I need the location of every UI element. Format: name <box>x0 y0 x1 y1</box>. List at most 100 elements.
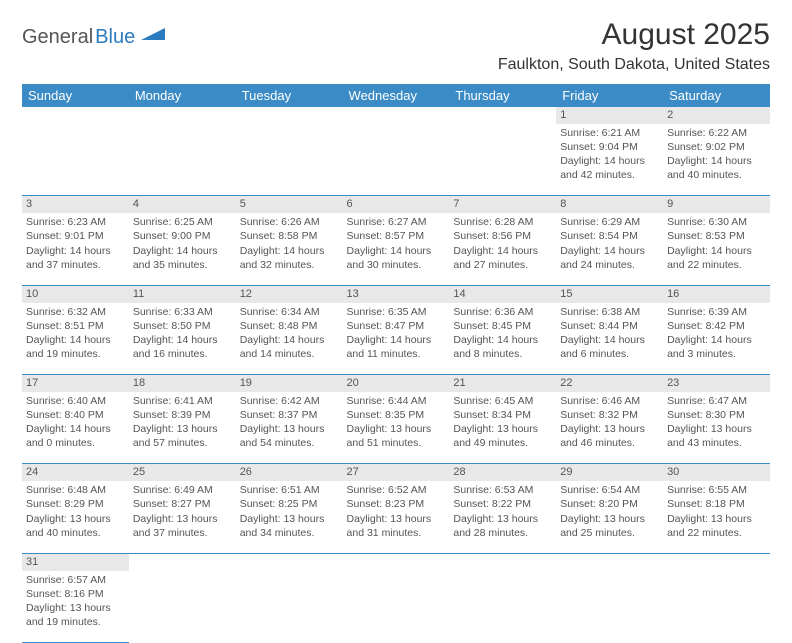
day-header: Friday <box>556 84 663 107</box>
day-number-cell: 16 <box>663 285 770 302</box>
day-number-row: 17181920212223 <box>22 375 770 392</box>
day-cell <box>129 124 236 196</box>
sunset-text: Sunset: 8:57 PM <box>347 229 446 243</box>
daylight-text: and 27 minutes. <box>453 258 552 272</box>
sunrise-text: Sunrise: 6:27 AM <box>347 215 446 229</box>
daylight-text: and 22 minutes. <box>667 526 766 540</box>
daylight-text: Daylight: 14 hours <box>240 333 339 347</box>
day-cell <box>236 571 343 643</box>
day-cell: Sunrise: 6:57 AMSunset: 8:16 PMDaylight:… <box>22 571 129 643</box>
day-cell <box>343 124 450 196</box>
daylight-text: and 34 minutes. <box>240 526 339 540</box>
day-content-row: Sunrise: 6:21 AMSunset: 9:04 PMDaylight:… <box>22 124 770 196</box>
sunset-text: Sunset: 8:30 PM <box>667 408 766 422</box>
sunrise-text: Sunrise: 6:23 AM <box>26 215 125 229</box>
sunset-text: Sunset: 8:39 PM <box>133 408 232 422</box>
daylight-text: Daylight: 13 hours <box>453 422 552 436</box>
day-number-cell: 8 <box>556 196 663 213</box>
sunrise-text: Sunrise: 6:52 AM <box>347 483 446 497</box>
day-number-cell: 1 <box>556 107 663 124</box>
sunrise-text: Sunrise: 6:42 AM <box>240 394 339 408</box>
day-number-cell: 4 <box>129 196 236 213</box>
sunrise-text: Sunrise: 6:46 AM <box>560 394 659 408</box>
title-block: August 2025 Faulkton, South Dakota, Unit… <box>498 18 770 80</box>
day-cell: Sunrise: 6:34 AMSunset: 8:48 PMDaylight:… <box>236 303 343 375</box>
sunrise-text: Sunrise: 6:34 AM <box>240 305 339 319</box>
sunrise-text: Sunrise: 6:44 AM <box>347 394 446 408</box>
day-number-cell: 6 <box>343 196 450 213</box>
daylight-text: and 30 minutes. <box>347 258 446 272</box>
day-number-cell: 31 <box>22 553 129 570</box>
daylight-text: and 42 minutes. <box>560 168 659 182</box>
sunset-text: Sunset: 8:54 PM <box>560 229 659 243</box>
day-content-row: Sunrise: 6:48 AMSunset: 8:29 PMDaylight:… <box>22 481 770 553</box>
day-number-cell: 27 <box>343 464 450 481</box>
logo-text-general: General <box>22 26 93 49</box>
day-number-cell: 22 <box>556 375 663 392</box>
month-title: August 2025 <box>498 18 770 52</box>
daylight-text: Daylight: 13 hours <box>453 512 552 526</box>
day-number-cell: 20 <box>343 375 450 392</box>
day-number-cell: 29 <box>556 464 663 481</box>
day-cell: Sunrise: 6:27 AMSunset: 8:57 PMDaylight:… <box>343 213 450 285</box>
daylight-text: Daylight: 14 hours <box>26 333 125 347</box>
sunset-text: Sunset: 8:56 PM <box>453 229 552 243</box>
daylight-text: and 24 minutes. <box>560 258 659 272</box>
sunrise-text: Sunrise: 6:28 AM <box>453 215 552 229</box>
sunrise-text: Sunrise: 6:40 AM <box>26 394 125 408</box>
daylight-text: and 25 minutes. <box>560 526 659 540</box>
day-number-cell <box>236 553 343 570</box>
day-number-cell <box>663 553 770 570</box>
day-cell: Sunrise: 6:40 AMSunset: 8:40 PMDaylight:… <box>22 392 129 464</box>
sunrise-text: Sunrise: 6:21 AM <box>560 126 659 140</box>
day-cell: Sunrise: 6:33 AMSunset: 8:50 PMDaylight:… <box>129 303 236 375</box>
day-header: Thursday <box>449 84 556 107</box>
day-number-cell: 11 <box>129 285 236 302</box>
day-cell: Sunrise: 6:36 AMSunset: 8:45 PMDaylight:… <box>449 303 556 375</box>
day-number-cell: 3 <box>22 196 129 213</box>
location: Faulkton, South Dakota, United States <box>498 56 770 74</box>
sunrise-text: Sunrise: 6:25 AM <box>133 215 232 229</box>
day-number-cell: 30 <box>663 464 770 481</box>
day-number-row: 31 <box>22 553 770 570</box>
day-content-row: Sunrise: 6:23 AMSunset: 9:01 PM Daylight:… <box>22 213 770 285</box>
daylight-text: Daylight: 13 hours <box>240 422 339 436</box>
day-cell: Sunrise: 6:53 AMSunset: 8:22 PMDaylight:… <box>449 481 556 553</box>
sunset-text: Sunset: 8:58 PM <box>240 229 339 243</box>
day-header: Tuesday <box>236 84 343 107</box>
sunset-text: Sunset: 8:25 PM <box>240 497 339 511</box>
day-number-cell <box>449 553 556 570</box>
day-header: Monday <box>129 84 236 107</box>
day-number-cell <box>129 107 236 124</box>
day-cell <box>556 571 663 643</box>
day-cell: Sunrise: 6:25 AMSunset: 9:00 PMDaylight:… <box>129 213 236 285</box>
daylight-text: Daylight: 14 hours <box>453 244 552 258</box>
sunset-text: Sunset: 9:01 PM <box>26 229 125 243</box>
daylight-text: and 37 minutes. <box>133 526 232 540</box>
sunset-text: Sunset: 8:32 PM <box>560 408 659 422</box>
daylight-text: Daylight: 14 hours <box>347 244 446 258</box>
daylight-text: and 57 minutes. <box>133 436 232 450</box>
daylight-text: and 31 minutes. <box>347 526 446 540</box>
day-cell <box>343 571 450 643</box>
daylight-text: Daylight: 14 hours <box>560 154 659 168</box>
day-cell: Sunrise: 6:44 AMSunset: 8:35 PMDaylight:… <box>343 392 450 464</box>
day-cell: Sunrise: 6:23 AMSunset: 9:01 PMDaylight:… <box>22 213 129 285</box>
daylight-text: and 46 minutes. <box>560 436 659 450</box>
sunrise-text: Sunrise: 6:32 AM <box>26 305 125 319</box>
sunset-text: Sunset: 8:18 PM <box>667 497 766 511</box>
day-cell: Sunrise: 6:39 AMSunset: 8:42 PMDaylight:… <box>663 303 770 375</box>
daylight-text: Daylight: 13 hours <box>347 422 446 436</box>
daylight-text: Daylight: 14 hours <box>133 244 232 258</box>
sunset-text: Sunset: 8:42 PM <box>667 319 766 333</box>
daylight-text: Daylight: 13 hours <box>667 512 766 526</box>
sunrise-text: Sunrise: 6:45 AM <box>453 394 552 408</box>
day-number-cell: 24 <box>22 464 129 481</box>
day-cell: Sunrise: 6:49 AMSunset: 8:27 PMDaylight:… <box>129 481 236 553</box>
sunrise-text: Sunrise: 6:57 AM <box>26 573 125 587</box>
sunrise-text: Sunrise: 6:30 AM <box>667 215 766 229</box>
day-number-cell: 25 <box>129 464 236 481</box>
daylight-text: Daylight: 14 hours <box>26 422 125 436</box>
sunrise-text: Sunrise: 6:53 AM <box>453 483 552 497</box>
day-number-row: 3456789 <box>22 196 770 213</box>
